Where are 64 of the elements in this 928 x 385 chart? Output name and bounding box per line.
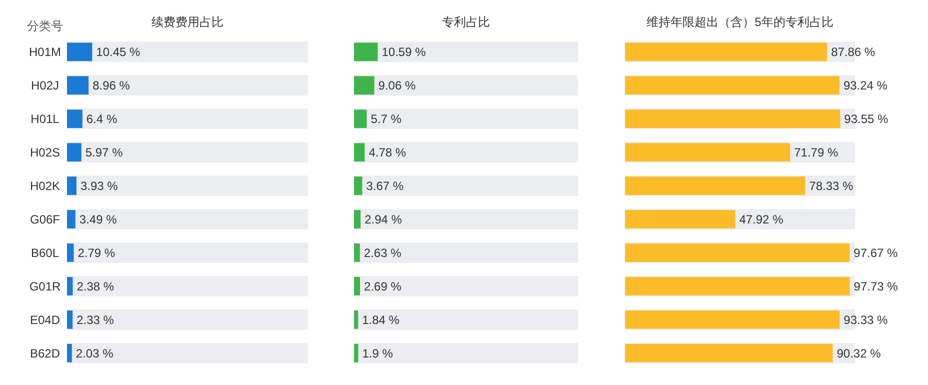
bar — [67, 76, 89, 95]
bar — [354, 76, 374, 95]
data-label: 9.06 % — [378, 78, 416, 93]
data-label: 5.97 % — [85, 146, 124, 160]
y-tick-label: E04D — [30, 312, 60, 327]
data-label: 5.7 % — [370, 112, 402, 126]
bar — [354, 110, 367, 128]
bar — [67, 310, 73, 329]
data-label: 2.94 % — [364, 212, 402, 226]
data-label: 97.67 % — [854, 246, 898, 260]
data-label: 71.79 % — [794, 146, 838, 160]
data-label: 2.63 % — [364, 246, 402, 260]
y-tick-label: H02J — [30, 78, 60, 93]
y-tick-label: H02K — [30, 178, 60, 193]
data-label: 2.38 % — [76, 279, 114, 294]
y-tick-label: B60L — [30, 246, 60, 260]
data-label: 90.32 % — [836, 346, 882, 360]
bar — [67, 176, 76, 195]
bar — [67, 344, 72, 362]
bar — [67, 42, 92, 62]
chart-title: 维持年限超出（含）5年的专利占比 — [646, 15, 834, 29]
y-tick-label: H01L — [30, 112, 60, 126]
data-label: 2.03 % — [76, 346, 114, 360]
data-label: 93.55 % — [844, 112, 889, 126]
data-label: 3.93 % — [80, 178, 118, 193]
y-tick-label: H02S — [30, 146, 60, 160]
data-label: 2.33 % — [76, 312, 114, 327]
data-label: 1.9 % — [362, 346, 394, 360]
data-label: 10.45 % — [96, 45, 141, 60]
data-label: 6.4 % — [86, 112, 118, 126]
data-label: 2.79 % — [78, 246, 116, 260]
bar — [67, 276, 73, 296]
y-tick-label: G06F — [30, 212, 60, 226]
bar — [354, 243, 360, 262]
data-label: 93.33 % — [844, 312, 888, 327]
data-label: 3.67 % — [366, 178, 404, 193]
bar — [67, 243, 74, 262]
bar — [67, 110, 82, 128]
data-label: 97.73 % — [854, 279, 898, 294]
data-label: 10.59 % — [382, 45, 426, 60]
data-label: 2.69 % — [364, 279, 402, 294]
bar — [354, 344, 358, 362]
bar — [354, 176, 362, 195]
data-label: 8.96 % — [92, 78, 130, 93]
chart-title: 专利占比 — [442, 15, 490, 29]
y-axis-title: 分类号 — [27, 19, 63, 33]
data-label: 4.78 % — [368, 146, 406, 160]
data-label: 1.84 % — [362, 312, 400, 327]
bar — [67, 143, 82, 162]
bar — [354, 310, 358, 329]
bar — [354, 276, 360, 296]
data-label: 47.92 % — [739, 212, 784, 226]
bar — [354, 143, 365, 162]
y-tick-label: G01R — [29, 279, 61, 294]
y-tick-label: H01M — [28, 45, 62, 60]
bar — [354, 42, 378, 62]
data-label: 93.24 % — [843, 78, 888, 93]
chart-title: 续费费用占比 — [152, 15, 224, 29]
bar — [354, 210, 361, 228]
y-tick-label: B62D — [30, 346, 60, 360]
data-label: 3.49 % — [79, 212, 118, 226]
data-label: 78.33 % — [809, 178, 854, 193]
bar — [67, 210, 76, 228]
data-label: 87.86 % — [831, 45, 876, 60]
